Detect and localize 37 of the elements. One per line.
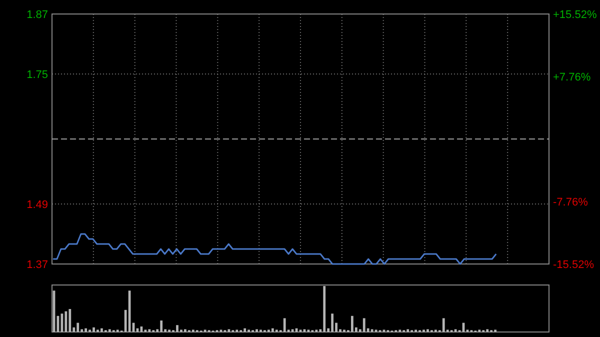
bar bbox=[84, 328, 87, 332]
bar bbox=[291, 329, 294, 332]
bar bbox=[100, 328, 103, 332]
bar bbox=[244, 328, 246, 332]
y-tick-label: 1.87 bbox=[26, 8, 48, 21]
bar bbox=[362, 318, 366, 332]
bar bbox=[454, 329, 457, 332]
y-tick-label: 1.75 bbox=[26, 68, 48, 81]
bar bbox=[406, 329, 410, 332]
bar bbox=[76, 322, 80, 332]
y-tick-label: 1.49 bbox=[26, 198, 48, 211]
bar bbox=[271, 328, 274, 332]
y-tick-label: 1.37 bbox=[26, 258, 48, 271]
y2-tick-label: +7.76% bbox=[553, 71, 591, 84]
bar bbox=[160, 320, 163, 332]
bar bbox=[64, 311, 68, 332]
bar bbox=[426, 329, 429, 332]
bar bbox=[228, 329, 230, 332]
bar bbox=[176, 325, 178, 332]
bar bbox=[283, 318, 286, 332]
y2-tick-label: -15.52% bbox=[553, 258, 594, 271]
bar bbox=[350, 316, 354, 332]
bar bbox=[108, 329, 111, 332]
bar bbox=[331, 314, 334, 332]
bar bbox=[303, 329, 306, 332]
bar bbox=[370, 329, 374, 332]
bar bbox=[68, 309, 72, 332]
line-series bbox=[52, 233, 497, 265]
bar bbox=[442, 318, 445, 332]
bar bbox=[323, 286, 326, 332]
bar bbox=[486, 329, 489, 332]
bar bbox=[92, 327, 95, 332]
bar bbox=[184, 329, 186, 332]
y2-tick-label: +15.52% bbox=[553, 8, 597, 21]
y2-tick-label: -7.76% bbox=[553, 196, 588, 208]
bar bbox=[148, 329, 151, 332]
bar bbox=[256, 329, 258, 332]
